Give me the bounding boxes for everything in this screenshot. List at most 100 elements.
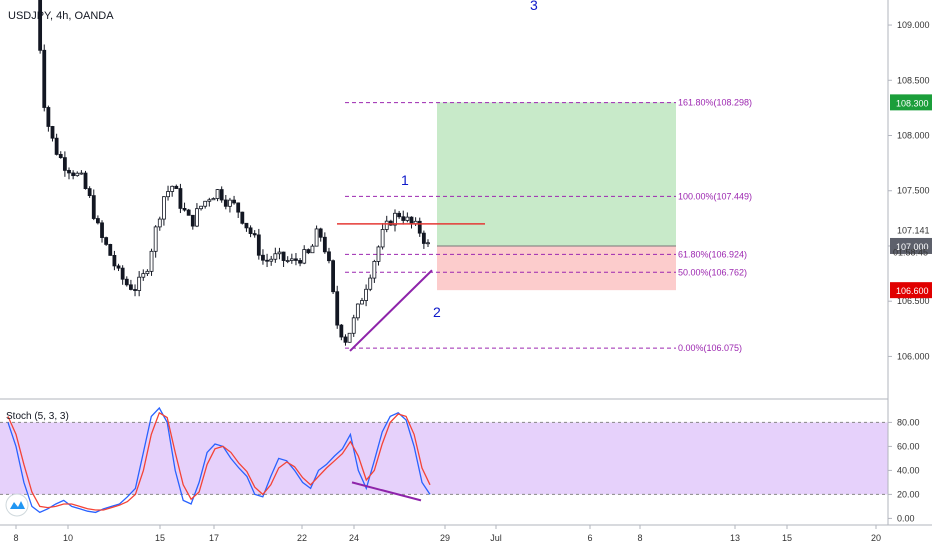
candle-body [269, 258, 274, 262]
stoch-title: Stoch (5, 3, 3) [6, 411, 69, 422]
candle-body [289, 258, 294, 261]
candle-body [397, 212, 402, 218]
candle-body [339, 324, 344, 338]
candle-body [75, 172, 80, 177]
candle-body [83, 172, 88, 190]
drawings: 3 1 2 [337, 0, 538, 352]
candle-body [256, 234, 261, 256]
candle-body [195, 208, 199, 227]
candle-body [372, 260, 377, 279]
candle-body [215, 189, 220, 199]
candle-body [50, 126, 55, 139]
price-badge-label: 106.600 [896, 286, 929, 296]
candle-body [273, 253, 278, 260]
candle-body [182, 207, 187, 211]
candle-body [388, 220, 393, 226]
time-tick-label: 15 [782, 533, 792, 543]
stoch-k-line [7, 406, 431, 514]
candle-body [426, 242, 430, 245]
price-tick-label: 106.500 [897, 296, 930, 306]
candle-body [261, 254, 265, 261]
candle-body [62, 157, 67, 171]
wave-label-3: 3 [530, 0, 538, 13]
candle-body [100, 222, 104, 238]
price-tick-label: 107.500 [897, 186, 930, 196]
candle-body [174, 185, 179, 189]
candle-body [199, 205, 203, 210]
fib-level-label: 0.00%(106.075) [678, 343, 742, 353]
candle-body [355, 303, 360, 319]
candle-body [298, 260, 302, 264]
candle-body [236, 202, 241, 213]
time-tick-label: 8 [637, 533, 642, 543]
price-tick-label: 108.500 [897, 75, 930, 85]
candle-body [178, 188, 183, 209]
time-tick-label: 8 [13, 533, 18, 543]
candle-body [405, 216, 410, 221]
stoch-d-line [7, 411, 431, 511]
candle-body [38, 0, 43, 51]
wave-label-2: 2 [433, 304, 441, 320]
candle-body [223, 199, 228, 207]
candle-body [58, 154, 63, 159]
candle-body [112, 255, 117, 267]
countdown-label: 01:58:45 [893, 247, 928, 257]
stoch-tick-label: 0.00 [897, 513, 915, 523]
candle-body [87, 188, 92, 197]
candle-body [207, 199, 212, 202]
candle-body [46, 107, 51, 127]
price-candles [38, 0, 430, 346]
candle-body [129, 284, 133, 290]
trade-zones [437, 102, 676, 291]
candle-body [145, 270, 150, 275]
fib-level-label: 61.80%(106.924) [678, 249, 747, 259]
time-tick-label: 15 [155, 533, 165, 543]
price-badge-label: 108.300 [896, 98, 929, 108]
candle-body [186, 209, 191, 216]
stoch-pane [0, 406, 888, 517]
trendline [349, 269, 433, 352]
price-badge-target [890, 94, 932, 111]
candle-body [376, 246, 381, 262]
candle-body [384, 220, 389, 230]
candle-body [306, 249, 311, 254]
candle-body [360, 300, 364, 305]
time-tick-label: 24 [349, 533, 359, 543]
symbol-title: USDJPY, 4h, OANDA [8, 10, 114, 22]
candle-body [248, 227, 253, 234]
price-tick-label: 109.000 [897, 20, 930, 30]
logo-icon [10, 501, 25, 509]
candle-body [240, 211, 245, 224]
candle-body [104, 237, 109, 245]
candle-body [54, 137, 59, 155]
candle-body [232, 199, 236, 204]
candle-body [244, 222, 249, 229]
candle-body [166, 191, 170, 198]
stoch-band [0, 422, 888, 495]
candle-body [409, 216, 414, 225]
time-tick-label: 10 [63, 533, 73, 543]
time-tick-label: 13 [730, 533, 740, 543]
time-tick-label: 29 [440, 533, 450, 543]
candle-body [285, 260, 290, 262]
candle-body [421, 232, 426, 244]
candle-body [393, 212, 397, 226]
fib-level-label: 100.00%(107.449) [678, 191, 752, 201]
candle-body [302, 249, 307, 264]
candle-body [79, 172, 84, 175]
candle-body [91, 195, 96, 219]
stoch-divergence-line [351, 481, 422, 502]
price-badge-label: 107.000 [896, 242, 929, 252]
candle-body [331, 260, 335, 293]
candle-body [124, 278, 129, 286]
fib-level-label: 161.80%(108.298) [678, 98, 752, 108]
candle-body [133, 289, 137, 291]
time-tick-label: 17 [209, 533, 219, 543]
time-tick-label: 6 [587, 533, 592, 543]
price-tick-label: 106.000 [897, 351, 930, 361]
candle-body [310, 245, 315, 254]
candle-body [322, 236, 327, 253]
stoch-tick-label: 80.00 [897, 417, 920, 427]
